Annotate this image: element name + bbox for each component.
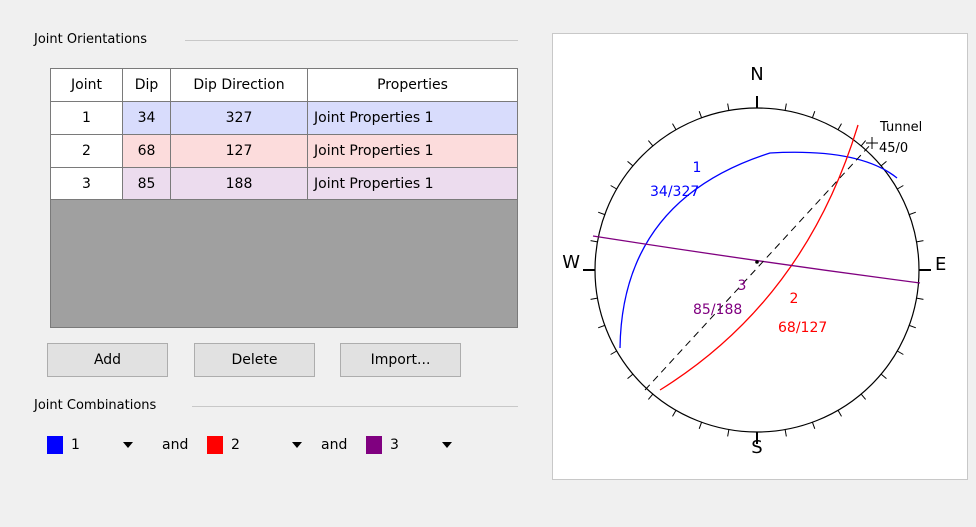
tick [590, 297, 598, 300]
tick [610, 185, 617, 190]
plane-label: 34/327 [650, 184, 699, 200]
compass-s: S [751, 437, 762, 458]
tick [880, 373, 887, 380]
import-button[interactable]: Import... [340, 343, 461, 377]
tick [590, 240, 598, 243]
cell[interactable]: Joint Properties 1 [307, 167, 518, 201]
tick [811, 422, 816, 429]
plane-id: 3 [738, 278, 747, 294]
dropdown-arrow[interactable] [123, 442, 133, 448]
tick [627, 160, 634, 167]
tick [598, 324, 605, 329]
tick [909, 324, 916, 329]
cell[interactable]: 2 [50, 134, 123, 168]
cell[interactable]: Joint Properties 1 [307, 101, 518, 135]
cell[interactable]: 188 [170, 167, 308, 201]
header: Joint [50, 68, 123, 102]
plane-id: 2 [790, 291, 799, 307]
tick [916, 297, 924, 300]
joint-table: Joint Dip Dip Direction Properties 1 34 … [50, 68, 518, 201]
tick [837, 123, 842, 130]
tick [598, 211, 605, 216]
great-circle-2 [659, 124, 859, 391]
compass-n: N [750, 64, 763, 85]
cell[interactable]: 1 [50, 101, 123, 135]
tunnel-name: Tunnel [879, 120, 922, 135]
center-point [755, 260, 759, 264]
tunnel-marker [866, 137, 878, 149]
cell[interactable]: 34 [122, 101, 171, 135]
tick [627, 373, 634, 380]
cell[interactable]: 85 [122, 167, 171, 201]
color-swatch [366, 436, 382, 454]
compass-e: E [935, 254, 946, 275]
tick [727, 429, 730, 437]
tick [727, 103, 730, 111]
cell[interactable]: 327 [170, 101, 308, 135]
joint-select[interactable]: 3 [390, 437, 399, 453]
cell[interactable]: 3 [50, 167, 123, 201]
tick [647, 393, 654, 400]
tick [610, 350, 617, 355]
great-circle-1 [619, 151, 898, 349]
tick [784, 429, 787, 437]
primitive-circle [594, 107, 920, 433]
header: Properties [307, 68, 518, 102]
plane-label: 85/188 [693, 302, 742, 318]
tick [811, 111, 816, 118]
group-line [185, 40, 518, 41]
plane-label: 68/127 [778, 320, 827, 336]
tick [837, 410, 842, 417]
stereonet: N E S W Tunnel 45/0 1 34/327 2 68/127 3 … [552, 33, 968, 480]
group-title: Joint Orientations [34, 32, 148, 47]
table-empty-area [50, 199, 518, 328]
connector: and [162, 437, 189, 453]
tick [860, 140, 867, 147]
tunnel-orientation: 45/0 [879, 141, 908, 156]
tick [897, 350, 904, 355]
color-swatch [47, 436, 63, 454]
header: Dip Direction [170, 68, 308, 102]
add-button[interactable]: Add [47, 343, 168, 377]
group-title: Joint Combinations [34, 398, 157, 413]
tick [698, 422, 703, 429]
tick [909, 211, 916, 216]
tick [672, 410, 677, 417]
tick [880, 160, 887, 167]
dropdown-arrow[interactable] [292, 442, 302, 448]
dropdown-arrow[interactable] [442, 442, 452, 448]
tick [698, 111, 703, 118]
header: Dip [122, 68, 171, 102]
tick [860, 393, 867, 400]
tunnel-axis [644, 142, 873, 391]
connector: and [321, 437, 348, 453]
tick [672, 123, 677, 130]
joint-select[interactable]: 1 [71, 437, 80, 453]
group-line [192, 406, 518, 407]
tick-ring [583, 96, 931, 444]
delete-button[interactable]: Delete [194, 343, 315, 377]
cell[interactable]: Joint Properties 1 [307, 134, 518, 168]
cell[interactable]: 68 [122, 134, 171, 168]
color-swatch [207, 436, 223, 454]
plane-id: 1 [693, 160, 702, 176]
tick [784, 103, 787, 111]
cell[interactable]: 127 [170, 134, 308, 168]
compass-w: W [562, 252, 580, 273]
tick [647, 140, 654, 147]
tick [916, 240, 924, 243]
joint-select[interactable]: 2 [231, 437, 240, 453]
stereonet-panel [552, 33, 968, 480]
tick [897, 185, 904, 190]
